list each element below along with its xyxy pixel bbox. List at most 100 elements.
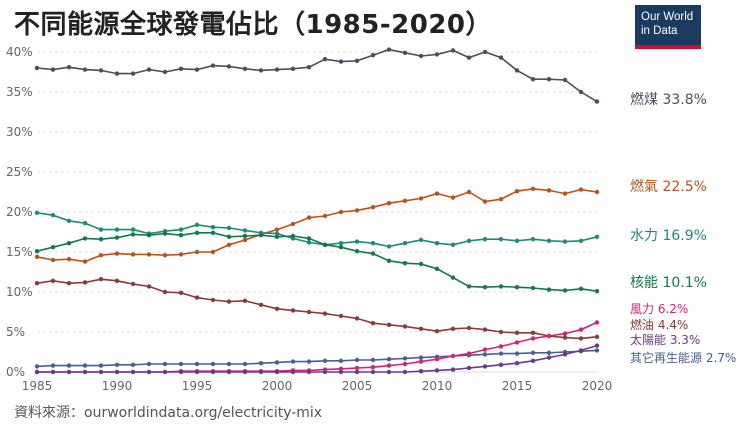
data-point-other[interactable] (258, 361, 264, 366)
data-point-nuclear[interactable] (402, 261, 408, 266)
data-point-coal[interactable] (274, 67, 280, 72)
data-point-nuclear[interactable] (578, 286, 584, 291)
data-point-gas[interactable] (178, 252, 184, 257)
series-line-hydro[interactable] (36, 212, 598, 248)
data-point-hydro[interactable] (98, 227, 104, 232)
data-point-nuclear[interactable] (50, 245, 56, 250)
data-point-gas[interactable] (146, 252, 152, 257)
series-nuclear[interactable] (34, 230, 600, 294)
data-point-oil[interactable] (338, 313, 344, 319)
data-point-wind[interactable] (370, 365, 376, 370)
series-line-other[interactable] (36, 349, 598, 368)
data-point-wind[interactable] (546, 333, 552, 339)
data-point-gas[interactable] (290, 221, 296, 227)
data-point-solar[interactable] (34, 369, 40, 375)
data-point-solar[interactable] (130, 369, 136, 375)
data-point-coal[interactable] (66, 65, 72, 70)
data-point-oil[interactable] (162, 289, 168, 295)
data-point-gas[interactable] (114, 251, 120, 256)
data-point-gas[interactable] (594, 189, 600, 195)
data-point-solar[interactable] (114, 369, 120, 375)
data-point-oil[interactable] (210, 297, 216, 303)
data-point-hydro[interactable] (562, 239, 568, 244)
data-point-other[interactable] (402, 356, 408, 361)
data-point-other[interactable] (354, 357, 360, 363)
data-point-hydro[interactable] (82, 221, 88, 226)
data-point-wind[interactable] (482, 347, 488, 352)
data-point-gas[interactable] (482, 199, 488, 204)
data-point-nuclear[interactable] (274, 234, 280, 239)
data-point-solar[interactable] (578, 348, 584, 353)
data-point-oil[interactable] (194, 295, 200, 300)
data-point-coal[interactable] (34, 65, 40, 71)
data-point-other[interactable] (178, 361, 184, 367)
data-point-oil[interactable] (434, 329, 440, 334)
data-point-solar[interactable] (194, 369, 200, 375)
data-point-solar[interactable] (402, 369, 408, 375)
data-point-other[interactable] (130, 362, 136, 367)
data-point-oil[interactable] (98, 277, 104, 282)
data-point-nuclear[interactable] (418, 261, 424, 267)
data-point-gas[interactable] (322, 213, 328, 219)
data-point-hydro[interactable] (466, 238, 472, 243)
data-point-solar[interactable] (98, 369, 104, 375)
data-point-coal[interactable] (306, 65, 312, 70)
series-line-coal[interactable] (36, 48, 598, 103)
data-point-nuclear[interactable] (306, 236, 312, 241)
data-point-nuclear[interactable] (194, 230, 200, 235)
data-point-hydro[interactable] (194, 222, 200, 227)
data-point-hydro[interactable] (130, 227, 136, 232)
data-point-gas[interactable] (274, 227, 280, 232)
data-point-nuclear[interactable] (434, 266, 440, 271)
data-point-solar[interactable] (226, 369, 232, 375)
data-point-hydro[interactable] (402, 241, 408, 246)
data-point-coal[interactable] (514, 68, 520, 73)
data-point-gas[interactable] (34, 254, 40, 259)
data-point-coal[interactable] (370, 53, 376, 58)
data-point-solar[interactable] (594, 343, 600, 348)
data-point-other[interactable] (66, 363, 72, 368)
data-point-hydro[interactable] (354, 239, 360, 244)
data-point-wind[interactable] (578, 327, 584, 332)
data-point-nuclear[interactable] (530, 285, 536, 291)
data-point-gas[interactable] (98, 253, 104, 258)
data-point-gas[interactable] (338, 209, 344, 215)
data-point-wind[interactable] (514, 340, 520, 345)
data-point-oil[interactable] (498, 329, 504, 335)
data-point-oil[interactable] (578, 336, 584, 341)
data-point-other[interactable] (194, 361, 200, 367)
data-point-oil[interactable] (402, 324, 408, 329)
data-point-hydro[interactable] (418, 237, 424, 243)
data-point-other[interactable] (370, 357, 376, 363)
data-point-solar[interactable] (322, 369, 328, 375)
data-point-other[interactable] (482, 352, 488, 357)
data-point-coal[interactable] (354, 58, 360, 63)
series-line-oil[interactable] (36, 278, 598, 340)
data-point-coal[interactable] (226, 64, 232, 69)
data-point-solar[interactable] (82, 369, 88, 375)
series-other[interactable] (34, 348, 600, 369)
data-point-oil[interactable] (594, 334, 600, 339)
data-point-oil[interactable] (258, 302, 264, 307)
data-point-coal[interactable] (258, 68, 264, 73)
data-point-nuclear[interactable] (562, 288, 568, 293)
data-point-coal[interactable] (98, 68, 104, 73)
data-point-oil[interactable] (530, 330, 536, 335)
series-coal[interactable] (34, 47, 600, 104)
data-point-gas[interactable] (82, 259, 88, 264)
data-point-other[interactable] (418, 355, 424, 360)
data-point-hydro[interactable] (514, 238, 520, 243)
data-point-hydro[interactable] (274, 231, 280, 236)
data-point-other[interactable] (386, 357, 392, 362)
data-point-gas[interactable] (466, 189, 472, 195)
data-point-hydro[interactable] (226, 225, 232, 231)
data-point-coal[interactable] (450, 48, 456, 53)
data-point-coal[interactable] (178, 66, 184, 72)
data-point-hydro[interactable] (242, 228, 248, 233)
data-point-nuclear[interactable] (226, 234, 232, 239)
data-point-other[interactable] (34, 364, 40, 369)
data-point-nuclear[interactable] (482, 285, 488, 290)
data-point-oil[interactable] (370, 321, 376, 326)
data-point-coal[interactable] (594, 99, 600, 104)
data-point-coal[interactable] (386, 47, 392, 52)
